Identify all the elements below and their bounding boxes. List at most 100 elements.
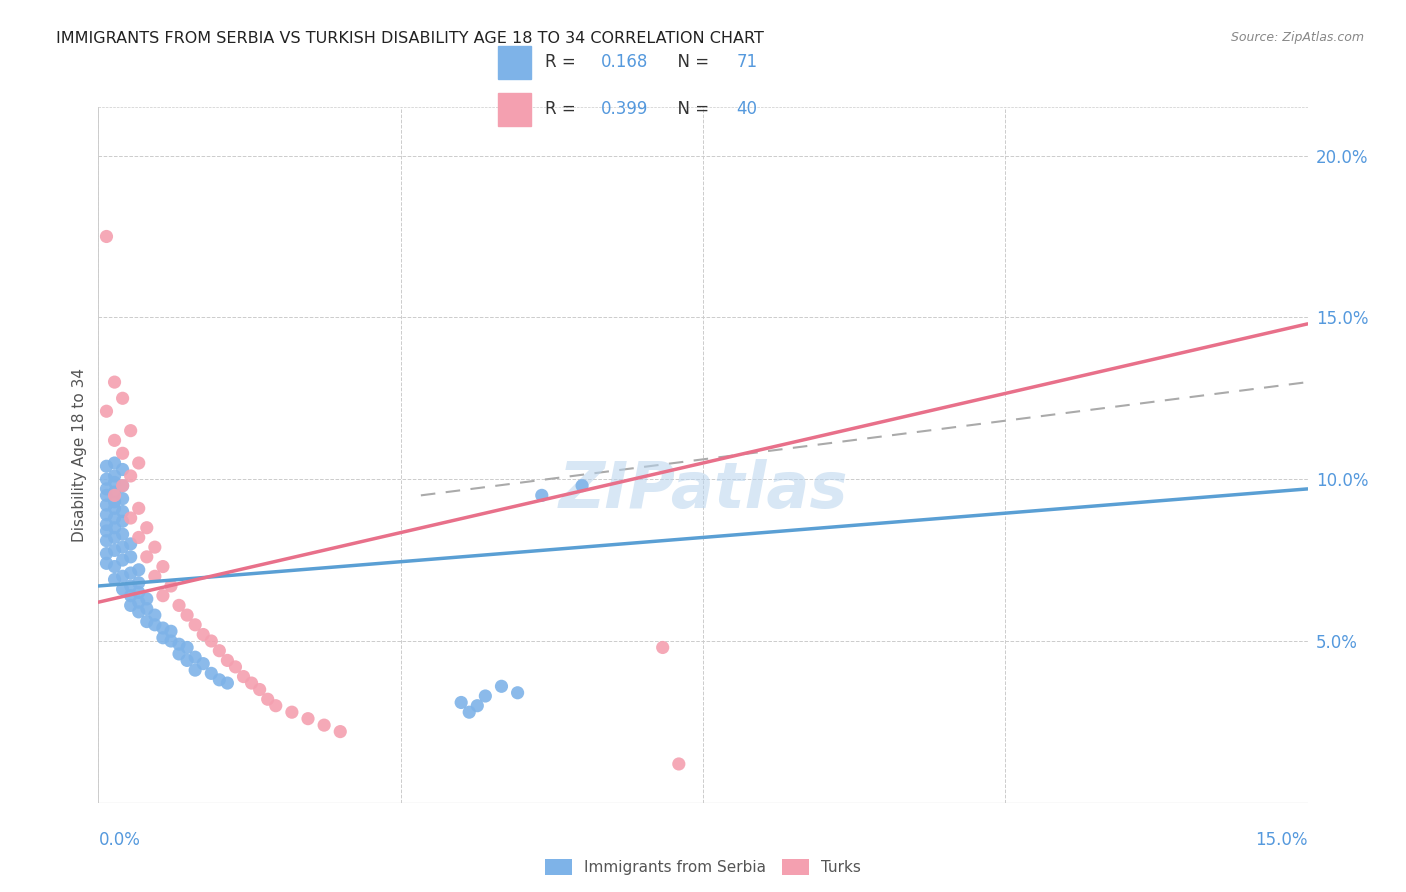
Point bbox=[128, 456, 150, 470]
Text: 0.0%: 0.0% bbox=[98, 830, 141, 848]
Point bbox=[120, 549, 142, 564]
Point bbox=[128, 563, 150, 577]
Point bbox=[297, 712, 319, 726]
Point bbox=[120, 537, 142, 551]
Point bbox=[103, 573, 125, 587]
Point bbox=[217, 653, 239, 667]
Point bbox=[167, 599, 190, 613]
Point bbox=[200, 666, 222, 681]
Point bbox=[143, 569, 166, 583]
Point bbox=[128, 585, 150, 599]
Point bbox=[167, 647, 190, 661]
Point bbox=[111, 569, 134, 583]
Point bbox=[160, 624, 183, 639]
Point bbox=[103, 456, 125, 470]
Point bbox=[103, 495, 125, 509]
Point bbox=[167, 637, 190, 651]
Point bbox=[135, 615, 157, 629]
Point bbox=[103, 501, 125, 516]
Point bbox=[135, 601, 157, 615]
Point bbox=[143, 617, 166, 632]
Point bbox=[128, 605, 150, 619]
Point bbox=[128, 575, 150, 590]
Point bbox=[314, 718, 336, 732]
Point bbox=[111, 540, 134, 554]
Point bbox=[217, 676, 239, 690]
Point bbox=[281, 705, 304, 719]
Point bbox=[111, 478, 134, 492]
Bar bbox=[498, 46, 531, 78]
Point bbox=[329, 724, 352, 739]
Point bbox=[111, 491, 134, 506]
Point bbox=[96, 508, 118, 522]
Point bbox=[96, 404, 118, 418]
Point bbox=[103, 434, 125, 448]
Point bbox=[111, 582, 134, 597]
Point bbox=[232, 670, 254, 684]
Point bbox=[96, 517, 118, 532]
Point bbox=[120, 566, 142, 580]
Point bbox=[224, 660, 246, 674]
Point bbox=[184, 650, 207, 665]
Point bbox=[152, 589, 174, 603]
Point bbox=[103, 543, 125, 558]
Point bbox=[120, 599, 142, 613]
Point bbox=[240, 676, 263, 690]
Point bbox=[135, 591, 157, 606]
Point bbox=[465, 698, 488, 713]
Point bbox=[184, 663, 207, 677]
Point bbox=[111, 514, 134, 528]
Text: N =: N = bbox=[666, 53, 714, 70]
Point bbox=[103, 531, 125, 545]
Point bbox=[193, 627, 215, 641]
Point bbox=[152, 631, 174, 645]
Point bbox=[103, 559, 125, 574]
Point bbox=[96, 482, 118, 496]
Point bbox=[120, 424, 142, 438]
Point bbox=[450, 696, 472, 710]
Point bbox=[111, 446, 134, 460]
Bar bbox=[498, 93, 531, 126]
Text: 0.399: 0.399 bbox=[600, 100, 648, 118]
Point bbox=[264, 698, 287, 713]
Point bbox=[111, 462, 134, 476]
Point bbox=[506, 686, 529, 700]
Point bbox=[96, 533, 118, 548]
Point bbox=[120, 469, 142, 483]
Point bbox=[103, 469, 125, 483]
Point bbox=[120, 511, 142, 525]
Point bbox=[128, 501, 150, 516]
Point bbox=[160, 634, 183, 648]
Point bbox=[96, 524, 118, 538]
Text: Source: ZipAtlas.com: Source: ZipAtlas.com bbox=[1230, 31, 1364, 45]
Point bbox=[96, 459, 118, 474]
Point bbox=[128, 595, 150, 609]
Point bbox=[668, 756, 690, 771]
Point bbox=[111, 553, 134, 567]
Point bbox=[103, 521, 125, 535]
Point bbox=[458, 705, 481, 719]
Y-axis label: Disability Age 18 to 34: Disability Age 18 to 34 bbox=[72, 368, 87, 542]
Point bbox=[120, 579, 142, 593]
Text: R =: R = bbox=[544, 100, 581, 118]
Point bbox=[96, 488, 118, 502]
Point bbox=[160, 579, 183, 593]
Point bbox=[111, 527, 134, 541]
Text: 15.0%: 15.0% bbox=[1256, 830, 1308, 848]
Point bbox=[474, 689, 496, 703]
Point bbox=[103, 511, 125, 525]
Text: 0.168: 0.168 bbox=[600, 53, 648, 70]
Point bbox=[571, 478, 593, 492]
Text: IMMIGRANTS FROM SERBIA VS TURKISH DISABILITY AGE 18 TO 34 CORRELATION CHART: IMMIGRANTS FROM SERBIA VS TURKISH DISABI… bbox=[56, 31, 763, 46]
Point bbox=[651, 640, 673, 655]
Point bbox=[143, 540, 166, 554]
Point bbox=[184, 617, 207, 632]
Text: 71: 71 bbox=[737, 53, 758, 70]
Point bbox=[103, 488, 125, 502]
Point bbox=[193, 657, 215, 671]
Text: ZIPatlas: ZIPatlas bbox=[558, 458, 848, 521]
Point bbox=[143, 608, 166, 623]
Point bbox=[128, 531, 150, 545]
Point bbox=[96, 229, 118, 244]
Point bbox=[111, 504, 134, 518]
